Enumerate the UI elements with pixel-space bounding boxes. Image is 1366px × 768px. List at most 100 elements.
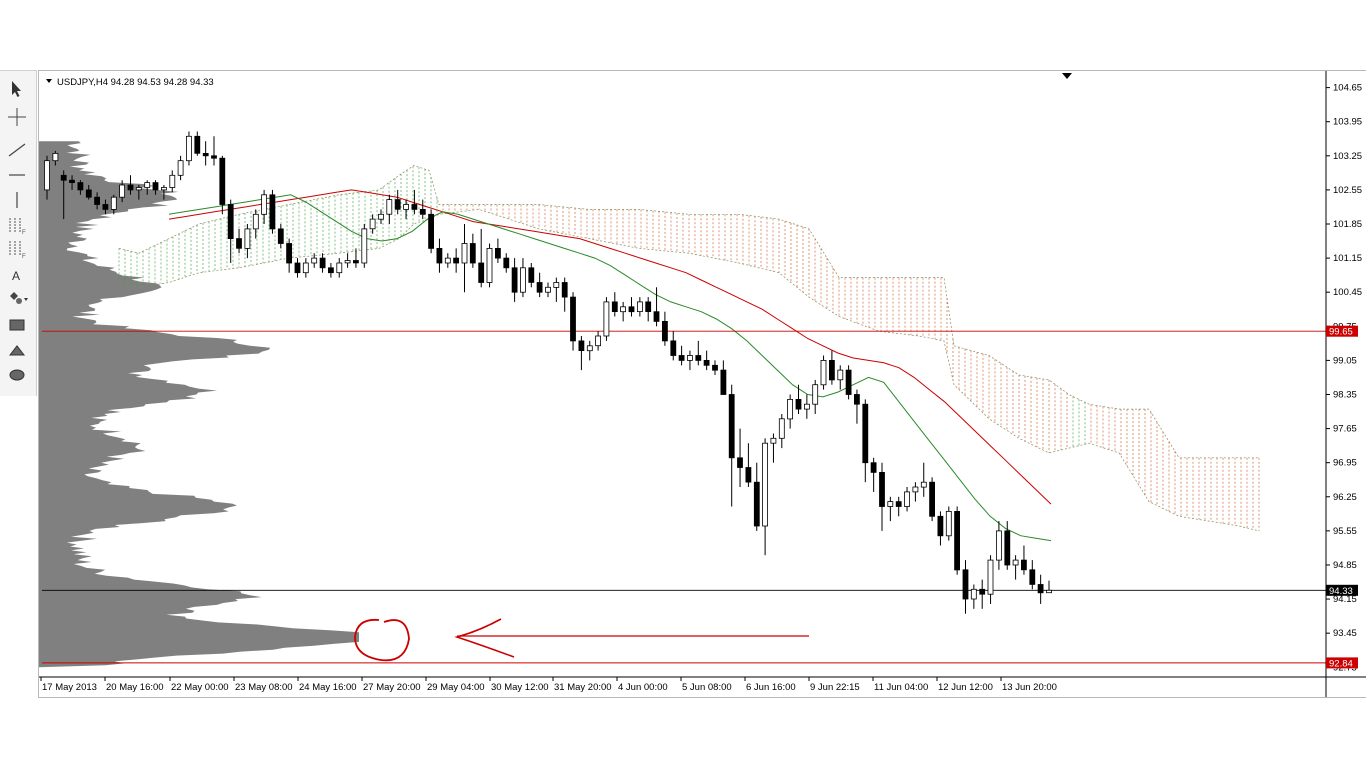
triangle-tool-icon[interactable] (4, 339, 30, 361)
bearish-candle (854, 389, 860, 424)
candle-body (937, 515, 944, 537)
candle-body (69, 179, 75, 183)
bullish-candle (770, 433, 777, 463)
candle-body (1037, 584, 1044, 594)
candle-body (94, 196, 100, 205)
candle-body (386, 199, 393, 215)
bullish-candle (244, 224, 251, 259)
rectangle-tool-icon[interactable] (4, 314, 30, 336)
bearish-candle (879, 462, 885, 531)
crosshair-tool-icon[interactable] (4, 106, 30, 128)
shapes-menu-icon[interactable] (4, 288, 30, 310)
price-tick-label: 95.55 (1333, 526, 1357, 537)
vertical-line-tool-icon[interactable] (4, 189, 30, 211)
bullish-candle (261, 189, 268, 224)
candle-body (444, 257, 451, 264)
cursor-tool-icon[interactable] (4, 80, 30, 102)
bearish-candle (737, 428, 743, 487)
cloud-edge-bot (118, 209, 1260, 532)
bullish-candle (987, 555, 994, 604)
ellipse-tool-icon[interactable] (4, 364, 30, 386)
bullish-candle (762, 438, 768, 556)
bearish-candle (494, 238, 501, 263)
candle-body (620, 306, 626, 313)
candle-body (403, 204, 410, 210)
bearish-candle (319, 253, 326, 273)
channel-tool-icon[interactable]: F (4, 214, 30, 236)
price-tag: 94.33 (1326, 584, 1358, 597)
bearish-candle (703, 350, 710, 371)
bearish-candle (294, 258, 301, 278)
price-chart[interactable]: 104.65 103.95 103.25 102.55 101.85 101.15 100.… (39, 71, 1366, 697)
bullish-candle (185, 131, 192, 166)
bearish-candle (394, 189, 401, 215)
candle-body (687, 355, 693, 361)
bearish-candle (127, 175, 134, 195)
candle-body (202, 153, 209, 157)
candle-body (194, 135, 201, 154)
candle-body (720, 369, 727, 395)
horizontal-line-tool-icon[interactable] (4, 164, 30, 186)
bullish-candle (386, 194, 393, 224)
candle-body (837, 369, 844, 381)
price-tick-label: 102.55 (1333, 185, 1362, 196)
candle-body (135, 187, 142, 191)
bearish-candle (653, 287, 660, 327)
price-tick-label: 103.25 (1333, 151, 1362, 162)
svg-text:F: F (22, 230, 26, 236)
price-tick-label: 94.15 (1333, 594, 1357, 605)
trendline-tool-icon[interactable] (4, 139, 30, 161)
candle-body (578, 340, 585, 351)
bullish-candle (545, 282, 551, 298)
bearish-candle (845, 365, 852, 400)
fibonacci-tool-icon[interactable]: F (4, 238, 30, 260)
bearish-candle (219, 155, 226, 215)
candle-body (595, 335, 601, 347)
candle-body (561, 282, 568, 298)
candle-body (52, 153, 59, 162)
bullish-candle (945, 506, 952, 541)
bearish-candle (69, 175, 75, 190)
bearish-candle (829, 350, 835, 385)
bullish-candle (637, 297, 643, 317)
chart-header-title: USDJPY,H4 94.28 94.53 94.28 94.33 (57, 77, 214, 88)
candle-body (352, 260, 359, 264)
text-tool-icon[interactable]: A (4, 264, 30, 286)
price-tag-box (1326, 657, 1358, 669)
time-tick-label: 6 Jun 16:00 (746, 682, 796, 693)
bearish-candle (720, 360, 727, 395)
candle-body (110, 196, 117, 210)
price-tick-label: 104.65 (1333, 83, 1362, 94)
candle-body (770, 437, 777, 444)
price-tick-label: 101.85 (1333, 219, 1362, 230)
chart-window[interactable]: 104.65 103.95 103.25 102.55 101.85 101.15 100.… (38, 70, 1366, 698)
candle-body (394, 199, 401, 210)
candle-body (637, 301, 643, 312)
bullish-candle (344, 253, 351, 268)
price-tag: 99.65 (1326, 325, 1358, 338)
bearish-candle (1004, 521, 1011, 570)
price-tick-label: 98.35 (1333, 390, 1357, 401)
bearish-candle (611, 292, 618, 317)
bullish-candle (369, 214, 376, 234)
svg-text:A: A (12, 269, 20, 283)
bearish-candle (77, 180, 84, 195)
bearish-candle (561, 277, 568, 312)
candle-body (778, 418, 785, 439)
price-tag-box (1326, 584, 1358, 596)
candle-body (119, 184, 125, 198)
bullish-candle (904, 487, 910, 512)
bearish-candle (570, 292, 576, 351)
time-tick-label: 22 May 00:00 (171, 682, 229, 693)
bearish-candle (85, 185, 92, 200)
candle-body (469, 243, 476, 264)
time-tick-label: 5 Jun 08:00 (682, 682, 732, 693)
candle-body (854, 394, 860, 405)
bearish-candle (94, 192, 100, 210)
bearish-candle (753, 462, 760, 531)
candle-body (628, 306, 635, 313)
time-tick-label: 31 May 20:00 (554, 682, 612, 693)
candle-body (286, 243, 293, 264)
price-tag-label: 92.84 (1329, 658, 1353, 669)
time-tick-label: 24 May 16:00 (299, 682, 357, 693)
